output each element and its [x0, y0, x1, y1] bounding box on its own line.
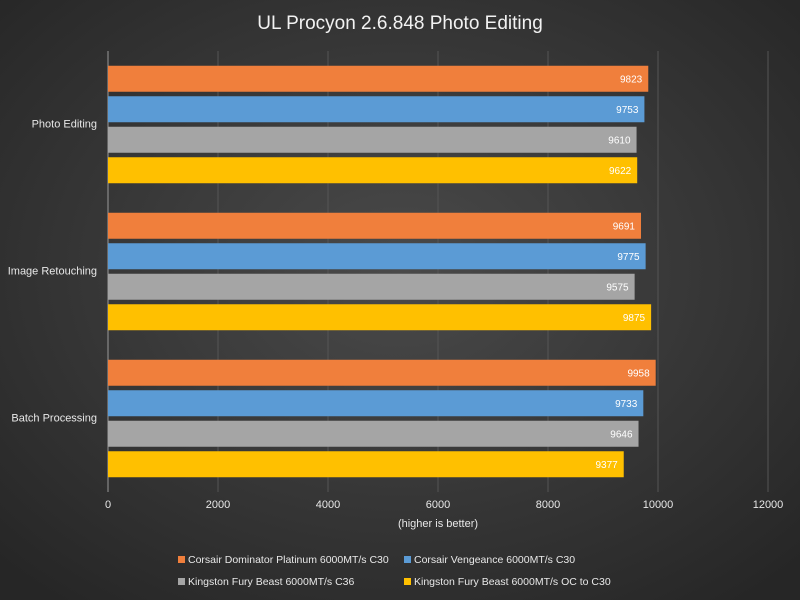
x-tick-label: 8000 — [536, 499, 560, 511]
value-label: 9691 — [613, 221, 636, 232]
y-tick-label: Batch Processing — [11, 412, 97, 424]
legend-label: Corsair Vengeance 6000MT/s C30 — [414, 554, 575, 566]
legend-label: Corsair Dominator Platinum 6000MT/s C30 — [188, 554, 389, 566]
legend-swatch — [404, 556, 411, 563]
value-label: 9733 — [615, 399, 638, 410]
x-tick-label: 0 — [105, 499, 111, 511]
x-tick-label: 12000 — [753, 499, 784, 511]
value-label: 9610 — [608, 135, 631, 146]
bar — [108, 304, 652, 331]
legend-label: Kingston Fury Beast 6000MT/s C36 — [188, 576, 354, 588]
bar — [108, 96, 645, 123]
x-tick-label: 2000 — [206, 499, 230, 511]
x-axis-label: (higher is better) — [398, 518, 478, 530]
bar — [108, 65, 649, 92]
value-label: 9575 — [606, 282, 629, 293]
bar — [108, 420, 639, 447]
bar — [108, 157, 638, 184]
value-label: 9753 — [616, 105, 639, 116]
x-tick-label: 10000 — [643, 499, 674, 511]
y-tick-label: Image Retouching — [8, 265, 97, 277]
chart-title: UL Procyon 2.6.848 Photo Editing — [257, 13, 543, 34]
value-label: 9377 — [595, 460, 618, 471]
value-label: 9646 — [610, 429, 633, 440]
legend-label: Kingston Fury Beast 6000MT/s OC to C30 — [414, 576, 611, 588]
x-tick-label: 4000 — [316, 499, 340, 511]
legend-swatch — [178, 556, 185, 563]
bar — [108, 126, 637, 153]
legend-swatch — [178, 578, 185, 585]
value-label: 9775 — [617, 252, 640, 263]
bar — [108, 243, 646, 270]
y-tick-label: Photo Editing — [32, 118, 97, 130]
bar — [108, 451, 624, 478]
value-label: 9622 — [609, 166, 632, 177]
bar — [108, 273, 635, 300]
value-label: 9823 — [620, 74, 643, 85]
bar — [108, 212, 642, 239]
bar — [108, 390, 644, 417]
x-tick-label: 6000 — [426, 499, 450, 511]
bar — [108, 359, 656, 386]
value-label: 9875 — [623, 313, 646, 324]
value-label: 9958 — [627, 368, 650, 379]
legend-swatch — [404, 578, 411, 585]
